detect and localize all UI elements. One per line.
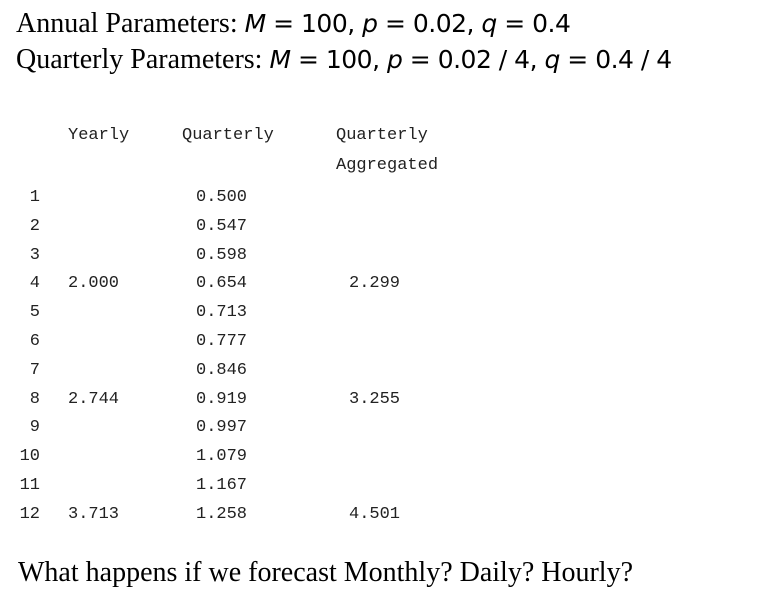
header-quarterly-aggregated-line2: Aggregated (336, 156, 439, 175)
row-quarterly-value: 1.258 (196, 505, 248, 524)
header-quarterly: Quarterly (182, 126, 274, 145)
quarterly-p-symbol: p (386, 45, 403, 74)
quarterly-m-value: = 100, (290, 45, 387, 74)
quarterly-parameters-values: M = 100, p = 0.02 / 4, q = 0.4 / 4 (269, 45, 672, 74)
row-quarterly-value: 0.919 (196, 390, 248, 409)
quarterly-parameters-line: Quarterly Parameters: M = 100, p = 0.02 … (16, 44, 672, 76)
row-period: 6 (29, 332, 40, 351)
quarterly-q-symbol: q (544, 45, 560, 74)
row-quarterly-value: 0.997 (196, 418, 248, 437)
row-quarterly-value: 0.598 (196, 246, 248, 265)
row-yearly-value: 2.000 (68, 274, 120, 293)
row-period: 7 (29, 361, 40, 380)
quarterly-parameters-label: Quarterly Parameters: (16, 44, 270, 75)
row-yearly-value: 2.744 (68, 390, 120, 409)
row-quarterly-value: 0.846 (196, 361, 248, 380)
row-quarterly-value: 0.654 (196, 274, 248, 293)
annual-parameters-line: Annual Parameters: M = 100, p = 0.02, q … (16, 8, 571, 40)
row-period: 4 (29, 274, 40, 293)
header-yearly: Yearly (68, 126, 130, 145)
footer-question: What happens if we forecast Monthly? Dai… (18, 557, 634, 588)
row-quarterly-value: 0.500 (196, 188, 248, 207)
annual-m-value: = 100, (265, 9, 363, 38)
row-aggregated-value: 3.255 (349, 390, 401, 409)
annual-q-symbol: q (481, 9, 497, 38)
row-period: 1 (29, 188, 40, 207)
annual-p-value: = 0.02, (377, 9, 482, 38)
header-quarterly-aggregated-line1: Quarterly (336, 126, 428, 145)
quarterly-q-value: = 0.4 / 4 (559, 45, 672, 74)
annual-q-value: = 0.4 (496, 9, 571, 38)
row-period: 12 (19, 505, 40, 524)
row-quarterly-value: 1.079 (196, 447, 248, 466)
row-period: 9 (29, 418, 40, 437)
annual-p-symbol: p (362, 9, 378, 38)
row-quarterly-value: 0.713 (196, 303, 248, 322)
row-period: 8 (29, 390, 40, 409)
annual-parameters-label: Annual Parameters: (16, 8, 245, 39)
row-period: 2 (29, 217, 40, 236)
row-period: 5 (29, 303, 40, 322)
row-quarterly-value: 0.777 (196, 332, 248, 351)
quarterly-m-symbol: M (269, 45, 291, 74)
row-yearly-value: 3.713 (68, 505, 120, 524)
row-aggregated-value: 4.501 (349, 505, 401, 524)
row-quarterly-value: 0.547 (196, 217, 248, 236)
quarterly-p-value: = 0.02 / 4, (402, 45, 545, 74)
row-quarterly-value: 1.167 (196, 476, 248, 495)
annual-m-symbol: M (244, 9, 267, 38)
annual-parameters-values: M = 100, p = 0.02, q = 0.4 (245, 9, 571, 38)
row-period: 3 (29, 246, 40, 265)
row-aggregated-value: 2.299 (349, 274, 401, 293)
row-period: 11 (19, 476, 40, 495)
row-period: 10 (19, 447, 40, 466)
